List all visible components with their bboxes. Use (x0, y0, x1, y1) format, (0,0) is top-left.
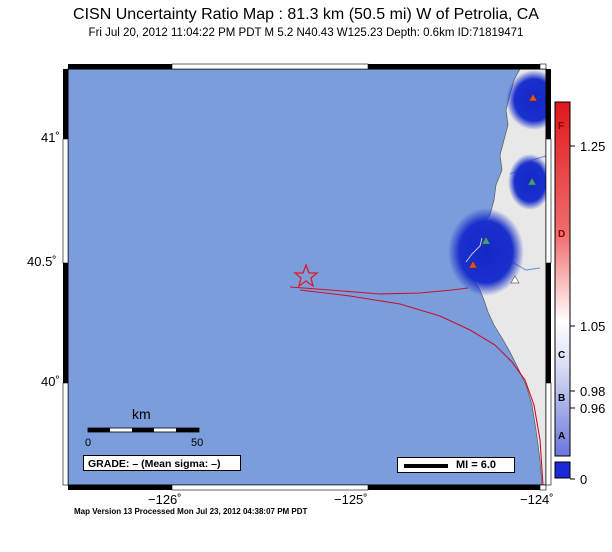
colorbar-letter-a: A (558, 431, 566, 442)
map-title: CISN Uncertainty Ratio Map : 81.3 km (50… (73, 6, 539, 23)
lon-label-126: −126˚ (148, 492, 182, 507)
station-inland-icon (510, 275, 520, 284)
colorbar-letter-d: D (558, 229, 566, 240)
scale-unit: km (132, 406, 151, 422)
lat-label-40-5: 40.5˚ (27, 254, 57, 269)
mi-legend-label: MI = 6.0 (456, 459, 497, 471)
colorbar-letter-f: F (558, 121, 565, 132)
colorbar (554, 101, 571, 457)
lon-label-125: −125˚ (334, 492, 368, 507)
scale-tick-end: 50 (191, 437, 204, 449)
colorbar-letter-c: C (558, 350, 566, 361)
uncertainty-blob-south (448, 208, 524, 296)
colorbar-label-0-96: 0.96 (580, 401, 606, 416)
station-mid-icon (527, 177, 537, 186)
event-info: Fri Jul 20, 2012 11:04:22 PM PDT M 5.2 N… (88, 27, 524, 39)
lon-label-124: −124˚ (520, 492, 554, 507)
colorbar-letter-b: B (558, 393, 566, 404)
scale-tick-start: 0 (85, 437, 92, 449)
colorbar-ticks (570, 145, 575, 480)
coast-trace (465, 237, 483, 263)
map-version-footer: Map Version 13 Processed Mon Jul 23, 201… (74, 507, 308, 516)
mi-line-swatch (404, 464, 448, 468)
colorbar-label-0-98: 0.98 (580, 384, 606, 399)
station-north-icon (528, 93, 538, 102)
colorbar-zero-swatch (554, 461, 571, 479)
lat-label-41: 41˚ (41, 130, 60, 145)
epicenter-star-icon (293, 263, 319, 288)
station-south-orange-icon (468, 260, 478, 269)
grade-box: GRADE: – (Mean sigma: –) (83, 455, 241, 471)
scale-bar (87, 427, 200, 433)
uncertainty-blob-mid (508, 154, 546, 210)
colorbar-label-0: 0 (580, 472, 588, 487)
mi-legend: MI = 6.0 (397, 457, 515, 473)
uncertainty-blob-north (506, 70, 546, 130)
fault-mendocino (289, 286, 469, 295)
frame-ticks (62, 63, 552, 491)
colorbar-label-1-05: 1.05 (580, 319, 606, 334)
fault-san-andreas (299, 289, 544, 485)
station-south-green-icon (481, 236, 491, 245)
lat-label-40: 40˚ (41, 374, 60, 389)
colorbar-label-1-25: 1.25 (580, 139, 606, 154)
